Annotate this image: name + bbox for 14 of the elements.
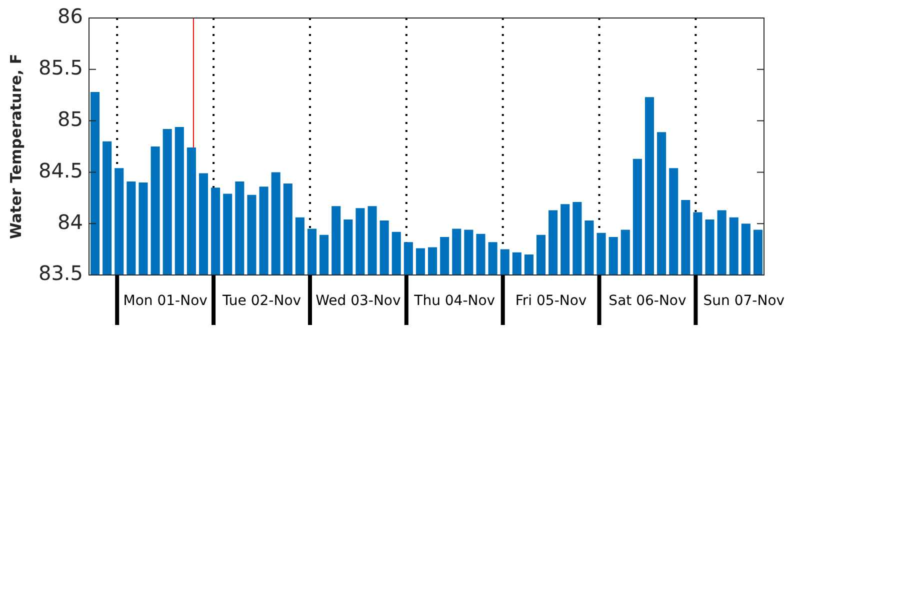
x-tick-label: Mon 01-Nov [123,293,208,310]
x-tick-label: Sun 07-Nov [703,293,785,310]
y-tick-label: 86 [58,4,83,28]
x-tick-label: Fri 05-Nov [515,293,587,310]
y-tick-label: 85.5 [38,56,83,80]
y-axis-title: Water Temperature, F [6,54,25,240]
y-tick-label: 83.5 [38,261,83,286]
x-tick-label: Wed 03-Nov [316,293,401,310]
x-tick-label: Thu 04-Nov [413,293,496,310]
x-tick-label: Tue 02-Nov [221,293,302,310]
y-tick-label: 84.5 [38,158,83,182]
x-tick-label: Sat 06-Nov [608,293,686,310]
y-tick-label: 85 [58,107,83,132]
y-tick-label: 84 [58,210,83,234]
